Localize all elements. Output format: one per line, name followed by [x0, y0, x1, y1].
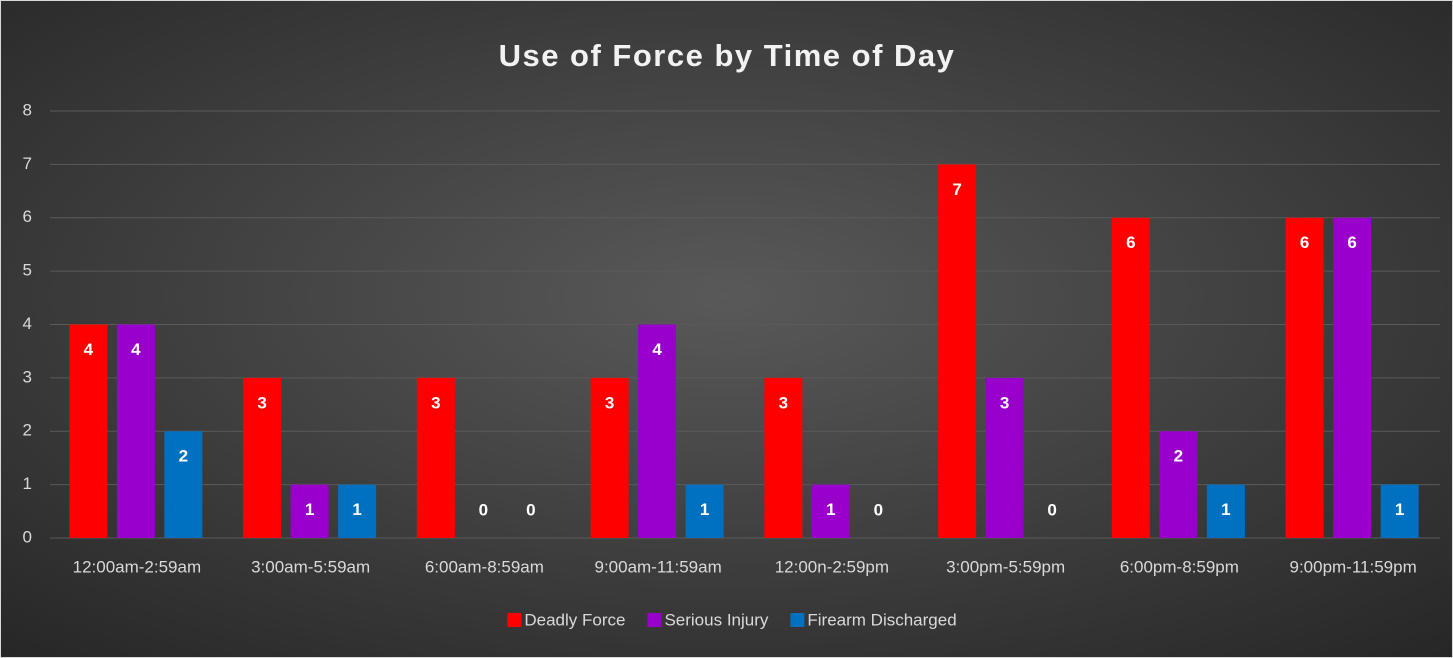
y-tick-label: 6	[23, 207, 32, 226]
data-label: 4	[131, 340, 141, 359]
bar	[938, 164, 977, 538]
data-label: 4	[652, 340, 662, 359]
data-label: 0	[1047, 500, 1056, 519]
data-label: 6	[1300, 233, 1309, 252]
y-tick-label: 1	[23, 474, 32, 493]
data-label: 1	[826, 500, 835, 519]
bar	[685, 484, 724, 538]
legend-label: Serious Injury	[664, 610, 768, 629]
bar	[1380, 484, 1419, 538]
x-tick-label: 6:00pm-8:59pm	[1120, 557, 1239, 576]
y-tick-label: 3	[23, 367, 32, 386]
bar	[590, 377, 629, 538]
bar	[1285, 217, 1324, 538]
bar	[69, 324, 108, 538]
x-tick-label: 3:00am-5:59am	[251, 557, 370, 576]
data-label: 1	[700, 500, 709, 519]
data-label: 1	[352, 500, 361, 519]
y-tick-label: 5	[23, 261, 32, 280]
data-label: 3	[1000, 393, 1009, 412]
data-label: 2	[1174, 447, 1183, 466]
bar	[416, 377, 455, 538]
legend-label: Firearm Discharged	[807, 610, 956, 629]
x-tick-label: 12:00am-2:59am	[73, 557, 202, 576]
y-tick-label: 7	[23, 154, 32, 173]
y-tick-label: 0	[23, 527, 32, 546]
data-label: 6	[1126, 233, 1135, 252]
bar	[116, 324, 155, 538]
x-tick-label: 3:00pm-5:59pm	[946, 557, 1065, 576]
x-tick-label: 9:00pm-11:59pm	[1289, 557, 1416, 576]
chart-title: Use of Force by Time of Day	[499, 38, 956, 73]
bar	[985, 377, 1024, 538]
bar	[811, 484, 850, 538]
x-tick-label: 9:00am-11:59am	[594, 557, 721, 576]
bar	[1333, 217, 1372, 538]
bar	[164, 431, 203, 538]
x-tick-label: 6:00am-8:59am	[425, 557, 544, 576]
legend-swatch	[507, 613, 522, 627]
bar	[338, 484, 377, 538]
data-label: 0	[874, 500, 883, 519]
y-tick-label: 2	[23, 421, 32, 440]
bar	[290, 484, 329, 538]
legend-label: Deadly Force	[524, 610, 625, 629]
legend-swatch	[790, 613, 805, 627]
bar	[1159, 431, 1198, 538]
data-label: 1	[1221, 500, 1230, 519]
bar	[1111, 217, 1150, 538]
data-label: 3	[605, 393, 614, 412]
bar	[1206, 484, 1245, 538]
data-label: 1	[1395, 500, 1404, 519]
bar	[638, 324, 677, 538]
legend-swatch	[647, 613, 662, 627]
data-label: 3	[257, 393, 266, 412]
y-tick-label: 4	[23, 314, 32, 333]
data-label: 3	[779, 393, 788, 412]
data-label: 4	[84, 340, 94, 359]
x-tick-label: 12:00n-2:59pm	[775, 557, 889, 576]
y-tick-label: 8	[23, 100, 32, 119]
bar	[243, 377, 282, 538]
data-label: 6	[1347, 233, 1356, 252]
data-label: 7	[952, 180, 961, 199]
data-label: 2	[179, 447, 188, 466]
bar	[764, 377, 803, 538]
data-label: 0	[479, 500, 488, 519]
data-label: 0	[526, 500, 535, 519]
data-label: 1	[305, 500, 314, 519]
data-label: 3	[431, 393, 440, 412]
